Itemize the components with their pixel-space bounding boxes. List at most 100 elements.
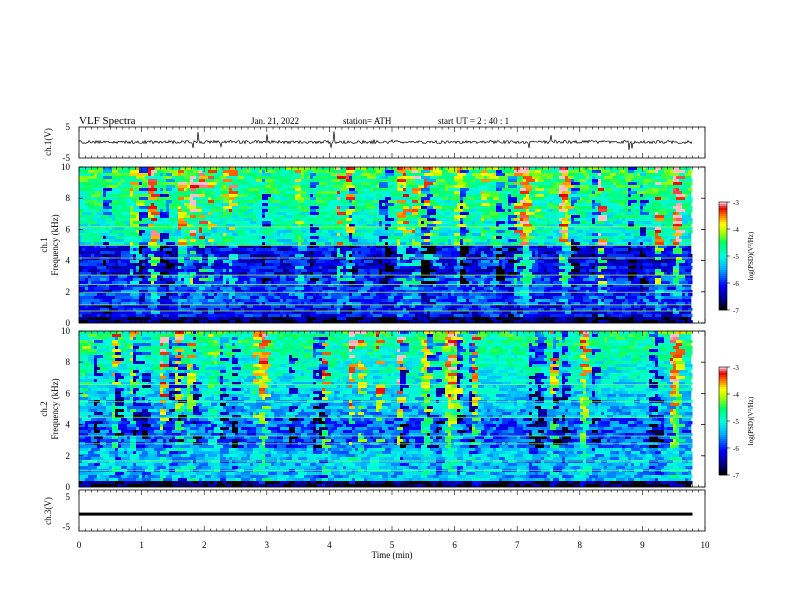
spectrogram-cell [112, 290, 122, 294]
spectrogram-cell [520, 191, 524, 195]
spectrogram-cell [376, 173, 386, 177]
spectrogram-cell [637, 221, 644, 225]
spectrogram-cell [151, 248, 158, 252]
spectrogram-cell [214, 269, 224, 273]
spectrogram-cell [379, 176, 386, 180]
spectrogram-cell [259, 167, 269, 171]
spectrogram-cell [265, 299, 269, 303]
spectrogram-cell [106, 260, 110, 264]
spectrogram-cell [400, 269, 407, 273]
spectrogram-cell [583, 245, 587, 249]
spectrogram-cell [496, 230, 506, 234]
spectrogram-cell [517, 215, 521, 219]
spectrogram-cell [214, 239, 224, 243]
spectrogram-cell [538, 290, 545, 294]
spectrogram-cell [352, 302, 362, 306]
spectrogram-cell [229, 281, 236, 285]
spectrogram-cell [310, 224, 314, 228]
spectrogram-cell [577, 275, 581, 279]
spectrogram-cell [316, 203, 323, 207]
spectrogram-cell [598, 296, 605, 300]
spectrogram-cell [433, 221, 443, 225]
spectrogram-cell [304, 206, 308, 210]
spectrogram-cell [187, 206, 197, 210]
spectrogram-cell [172, 173, 179, 177]
spectrogram-cell [259, 293, 263, 297]
spectrogram-cell [355, 263, 359, 267]
spectrogram-cell [499, 239, 509, 243]
spectrogram-cell [508, 179, 518, 183]
spectrogram-cell [349, 239, 359, 243]
spectrogram-cell [688, 221, 695, 225]
spectrogram-cell [445, 209, 452, 213]
spectrogram-cell [508, 185, 518, 189]
spectrogram-cell [121, 266, 128, 270]
spectrogram-cell [517, 275, 524, 279]
spectrogram-cell [412, 212, 419, 216]
spectrogram-cell [127, 308, 134, 312]
spectrogram-cell [289, 179, 296, 183]
spectrogram-cell [565, 215, 572, 219]
spectrogram-cell [172, 233, 182, 237]
spectrogram-cell [478, 281, 482, 285]
spectrogram-cell [565, 257, 569, 261]
spectrogram-cell [352, 254, 356, 258]
spectrogram-cell [286, 182, 293, 186]
spectrogram-cell [592, 182, 599, 186]
spectrogram-cell [205, 203, 215, 207]
spectrogram-cell [373, 230, 377, 234]
spectrogram-cell [640, 278, 647, 282]
spectrogram-cell [250, 263, 257, 267]
spectrogram-cell [676, 290, 683, 294]
spectrogram-cell [385, 215, 389, 219]
spectrogram-cell [553, 308, 557, 312]
spectrogram-cell [169, 275, 173, 279]
spectrogram-cell [112, 188, 116, 192]
spectrogram-cell [664, 269, 668, 273]
spectrogram-cell [379, 281, 386, 285]
spectrogram-cell [493, 197, 500, 201]
spectrogram-cell [283, 176, 293, 180]
spectrogram-cell [586, 179, 590, 183]
spectrogram-cell [136, 314, 146, 318]
spectrogram-cell [544, 287, 548, 291]
spectrogram-cell [151, 299, 158, 303]
spectrogram-cell [280, 275, 287, 279]
spectrogram-cell [109, 287, 119, 291]
spectrogram-cell [340, 200, 350, 204]
spectrogram-cell [574, 299, 584, 303]
spectrogram-cell [676, 197, 686, 201]
spectrogram-cell [586, 311, 593, 315]
spectrogram-cell [235, 251, 242, 255]
spectrogram-cell [430, 191, 437, 195]
spectrogram-cell [406, 251, 416, 255]
spectrogram-cell [100, 308, 110, 312]
spectrogram-cell [643, 179, 653, 183]
spectrogram-cell [520, 278, 527, 282]
spectrogram-cell [682, 257, 689, 261]
spectrogram-cell [469, 242, 476, 246]
spectrogram-cell [292, 191, 299, 195]
spectrogram-cell [610, 302, 620, 306]
spectrogram-cell [85, 248, 95, 252]
spectrogram-cell [253, 299, 257, 303]
spectrogram-cell [604, 293, 614, 297]
spectrogram-cell [196, 266, 203, 270]
spectrogram-cell [496, 278, 506, 282]
spectrogram-cell [475, 254, 482, 258]
spectrogram-cell [454, 290, 464, 294]
spectrogram-cell [424, 233, 434, 237]
spectrogram-cell [505, 200, 509, 204]
spectrogram-cell [616, 236, 620, 240]
spectrogram-cell [370, 287, 377, 291]
spectrogram-cell [100, 272, 104, 276]
spectrogram-cell [97, 221, 107, 225]
spectrogram-cell [439, 278, 446, 282]
spectrogram-cell [550, 260, 557, 264]
spectrogram-cell [676, 251, 683, 255]
spectrogram-cell [235, 242, 242, 246]
spectrogram-cell [259, 239, 269, 243]
spectrogram-cell [259, 248, 266, 252]
spectrogram-cell [205, 236, 215, 240]
spectrogram-cell [427, 212, 437, 216]
